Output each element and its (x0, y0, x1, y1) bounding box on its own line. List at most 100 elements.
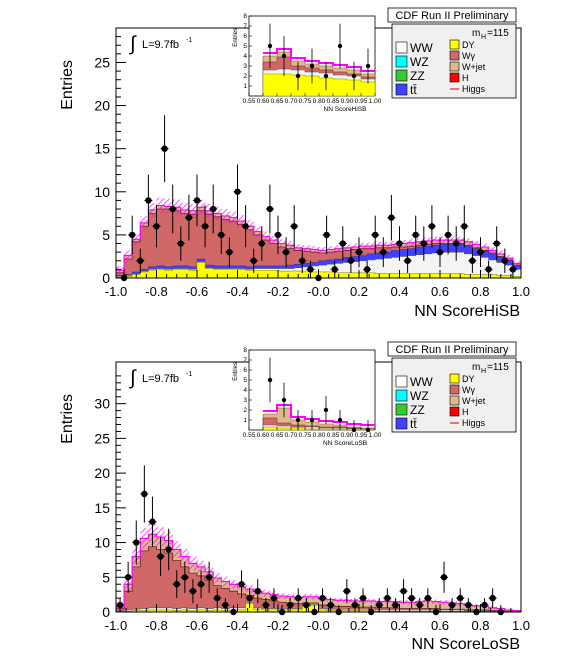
legend-label: DY (462, 374, 475, 384)
y-tick-label: 0 (102, 604, 110, 620)
y-tick-label: 25 (94, 54, 110, 70)
data-point (359, 594, 367, 602)
data-point (254, 587, 261, 595)
data-point (319, 594, 326, 602)
y-axis-label: Entries (59, 394, 76, 444)
inset-data-point (295, 417, 301, 423)
inset-x-tick-label: 0.95 (355, 432, 368, 439)
data-point (501, 257, 508, 264)
data-point (266, 205, 274, 213)
legend-label: Higgs (462, 84, 486, 94)
y-tick-label: 20 (94, 98, 110, 114)
legend-label: Wγ (462, 51, 475, 61)
legend-label: ZZ (410, 403, 425, 417)
x-tick-label: -0.6 (186, 618, 208, 633)
inset-x-tick-label: 0.85 (327, 98, 340, 105)
legend-swatch (395, 403, 408, 416)
data-point (129, 231, 136, 239)
legend-swatch (449, 395, 460, 406)
inset-x-tick-label: 0.80 (313, 98, 326, 105)
inset-y-tick-label: 1 (243, 417, 247, 424)
inset-x-tick-label: 0.55 (243, 432, 256, 439)
data-point (477, 248, 484, 256)
inset-x-tick-label: 0.65 (271, 98, 284, 105)
x-tick-label: 0.4 (390, 618, 408, 633)
data-point (270, 594, 278, 602)
panel-hisb: -1.0 -0.8 -0.6 -0.4 -0.2 -0.0 0.2 0.4 0.6 0.8 1.00… (59, 7, 530, 320)
data-point (355, 248, 363, 256)
legend-swatch (395, 83, 408, 96)
data-point (133, 539, 140, 546)
data-point (339, 240, 346, 247)
data-point (416, 601, 423, 609)
x-tick-label: 0.4 (390, 284, 408, 299)
data-point (444, 231, 452, 239)
data-point (185, 214, 193, 221)
data-point (161, 145, 168, 152)
data-point (408, 594, 415, 602)
data-point (291, 223, 298, 230)
data-point (448, 601, 456, 609)
y-axis-label: Entries (59, 60, 76, 110)
data-point (149, 518, 156, 525)
inset-y-tick-label: 2 (243, 407, 247, 414)
x-tick-label: -0.4 (226, 284, 248, 299)
data-point (380, 248, 387, 256)
inset-x-tick-label: 0.85 (327, 432, 340, 439)
inset-y-tick-label: 3 (243, 397, 247, 404)
mass-label: m (472, 28, 480, 39)
data-point (124, 574, 132, 581)
data-point (145, 197, 152, 204)
data-point (274, 231, 282, 239)
data-point (181, 574, 189, 581)
x-tick-label: -0.6 (186, 284, 208, 299)
inset-data-point (323, 407, 329, 413)
x-tick-label: -0.8 (145, 618, 167, 633)
legend-swatch (395, 41, 408, 54)
inset-y-tick-label: 8 (243, 347, 247, 354)
x-tick-label: 0.6 (431, 284, 449, 299)
inset-data-point (323, 73, 329, 79)
legend-swatch (395, 55, 408, 68)
inset-y-tick-label: 8 (243, 13, 247, 20)
inset-x-tick-label: 0.60 (257, 98, 270, 105)
data-point (303, 601, 310, 609)
inset-y-axis-label: Entries (233, 362, 239, 381)
x-axis-label: NN ScoreHiSB (414, 303, 520, 320)
inset-x-tick-label: 0.55 (243, 98, 256, 105)
data-point (222, 601, 229, 609)
data-point (469, 257, 476, 264)
legend-label: WW (410, 41, 433, 55)
legend-label: ZZ (410, 69, 425, 83)
data-point (412, 231, 419, 239)
inset-data-point (295, 73, 301, 79)
data-point (258, 240, 265, 247)
inset-data-point (337, 43, 343, 49)
data-point (197, 581, 205, 588)
data-point (210, 205, 217, 213)
legend-label: WW (410, 375, 433, 389)
data-point (201, 223, 209, 230)
total-background-line (116, 205, 521, 271)
legend-swatch (395, 389, 408, 402)
legend-swatch (449, 406, 460, 417)
data-point (157, 553, 164, 560)
inset-y-tick-label: 1 (243, 83, 247, 90)
data-point (465, 601, 472, 609)
x-tick-label: 0.2 (350, 618, 368, 633)
y-tick-label: 15 (94, 500, 110, 516)
inset-data-point (365, 63, 371, 69)
inset-data-point (309, 63, 315, 69)
inset-data-point (351, 427, 357, 433)
data-point (351, 601, 359, 609)
data-point (388, 214, 395, 221)
inset-data-point (267, 377, 273, 383)
data-point (420, 240, 427, 247)
data-point (327, 601, 334, 609)
inset-data-point (309, 417, 315, 423)
inset-y-axis-label: Entries (233, 28, 239, 47)
inset-x-tick-label: 0.90 (341, 98, 354, 105)
legend-label: W+jet (462, 62, 486, 72)
data-point (396, 240, 403, 247)
data-point (137, 257, 144, 264)
